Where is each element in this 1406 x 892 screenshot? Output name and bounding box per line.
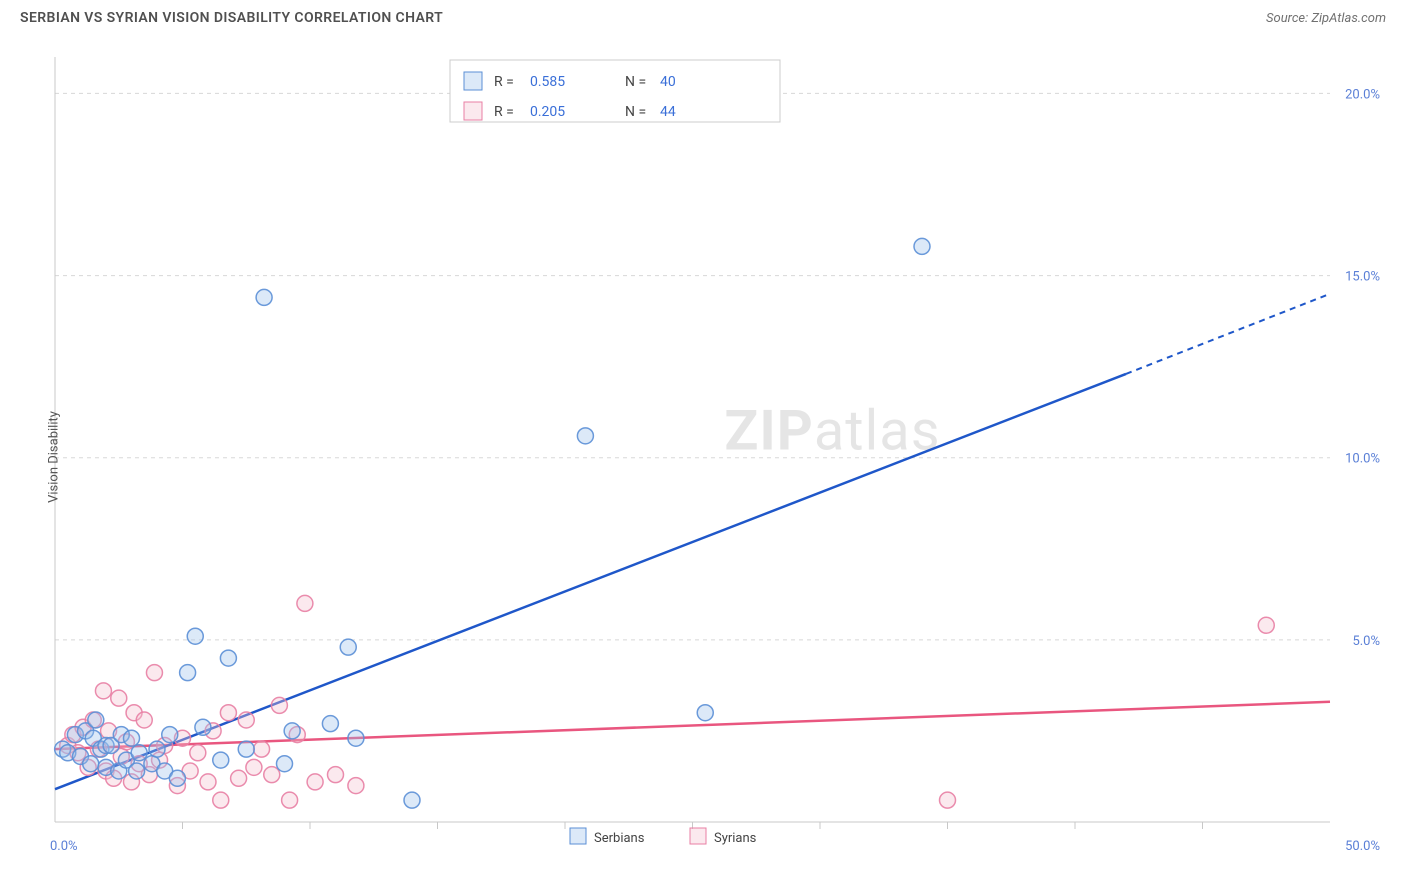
- data-point: [180, 665, 196, 681]
- y-tick-label: 20.0%: [1345, 87, 1380, 102]
- series-swatch: [690, 828, 706, 844]
- data-point: [256, 289, 272, 305]
- y-axis-label: Vision Disability: [46, 411, 61, 503]
- data-point: [162, 727, 178, 743]
- data-point: [307, 774, 323, 790]
- legend-n-label: N =: [625, 104, 646, 120]
- data-point: [282, 792, 298, 808]
- data-point: [340, 639, 356, 655]
- data-point: [577, 428, 593, 444]
- data-point: [131, 745, 147, 761]
- data-point: [1258, 617, 1274, 633]
- legend-n-value: 44: [660, 104, 676, 120]
- data-point: [914, 238, 930, 254]
- data-point: [271, 697, 287, 713]
- legend-r-value: 0.205: [530, 104, 565, 120]
- data-point: [213, 792, 229, 808]
- data-point: [220, 650, 236, 666]
- data-point: [297, 595, 313, 611]
- data-point: [111, 690, 127, 706]
- data-point: [146, 665, 162, 681]
- data-point: [246, 759, 262, 775]
- data-point: [238, 741, 254, 757]
- series-swatch: [570, 828, 586, 844]
- legend-r-label: R =: [494, 104, 514, 120]
- series-label: Serbians: [594, 831, 645, 846]
- x-max-label: 50.0%: [1345, 839, 1380, 854]
- data-point: [195, 719, 211, 735]
- series-label: Syrians: [714, 831, 757, 846]
- data-point: [190, 745, 206, 761]
- y-tick-label: 5.0%: [1352, 634, 1380, 649]
- data-point: [238, 712, 254, 728]
- data-point: [88, 712, 104, 728]
- source-attribution: Source: ZipAtlas.com: [1266, 11, 1386, 26]
- data-point: [348, 778, 364, 794]
- data-point: [95, 683, 111, 699]
- data-point: [136, 712, 152, 728]
- data-point: [264, 767, 280, 783]
- data-point: [254, 741, 270, 757]
- data-point: [348, 730, 364, 746]
- trend-line-extrapolated: [1126, 294, 1330, 374]
- data-point: [200, 774, 216, 790]
- data-point: [231, 770, 247, 786]
- legend-swatch: [464, 72, 482, 90]
- chart-title: SERBIAN VS SYRIAN VISION DISABILITY CORR…: [20, 10, 443, 26]
- data-point: [328, 767, 344, 783]
- y-tick-label: 15.0%: [1345, 270, 1380, 285]
- data-point: [187, 628, 203, 644]
- data-point: [940, 792, 956, 808]
- data-point: [149, 741, 165, 757]
- y-tick-label: 10.0%: [1345, 452, 1380, 467]
- legend-r-value: 0.585: [530, 74, 565, 90]
- data-point: [404, 792, 420, 808]
- data-point: [697, 705, 713, 721]
- data-point: [277, 756, 293, 772]
- correlation-scatter-chart: 5.0% 10.0% 15.0% 20.0% 0.0% 50.0% ZIPatlas R = 0…: [0, 32, 1406, 882]
- data-point: [83, 756, 99, 772]
- legend-swatch: [464, 102, 482, 120]
- data-point: [213, 752, 229, 768]
- data-point: [169, 770, 185, 786]
- data-point: [129, 763, 145, 779]
- watermark: ZIPatlas: [724, 398, 940, 464]
- data-point: [284, 723, 300, 739]
- data-point: [124, 730, 140, 746]
- data-point: [220, 705, 236, 721]
- data-point: [322, 716, 338, 732]
- legend-n-label: N =: [625, 74, 646, 90]
- legend-n-value: 40: [660, 74, 676, 90]
- x-min-label: 0.0%: [50, 839, 78, 854]
- legend-r-label: R =: [494, 74, 514, 90]
